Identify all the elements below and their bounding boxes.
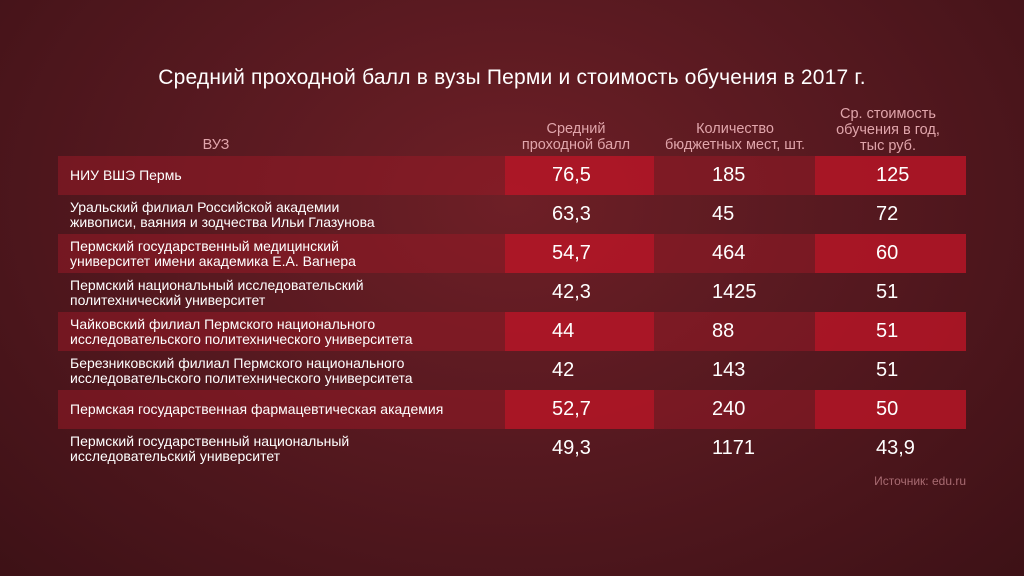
column-header-cost-line: Ср. стоимость [840,106,936,122]
source-note: Источник: edu.ru [874,474,966,488]
column-header-score: Средний проходной балл [505,121,647,153]
cell-cost: 125 [876,164,910,186]
cell-highlight [815,234,966,273]
cell-score: 44 [552,320,575,342]
cell-highlight [505,312,654,351]
university-name-line: исследовательского политехнического унив… [70,330,413,347]
column-header-cost: Ср. стоимость обучения в год, тыс руб. [818,106,958,154]
cell-cost: 50 [876,398,899,420]
cell-cost: 51 [876,359,899,381]
table-row: Уральский филиал Российской академии живо… [58,195,966,234]
table-row: Чайковский филиал Пермского национальног… [58,312,966,351]
cell-score: 54,7 [552,242,591,264]
column-header-score-line: Средний [546,121,606,137]
university-name-line: Березниковский филиал Пермского национал… [70,354,405,371]
cell-university-name: Березниковский филиал Пермского национал… [70,351,500,390]
cell-places: 185 [712,164,746,186]
cell-score: 52,7 [552,398,591,420]
cell-places: 1171 [712,437,756,459]
column-header-cost-line: тыс руб. [860,138,916,154]
cell-university-name: Пермский государственный национальный исс… [70,429,500,468]
university-name-line: Пермский государственный национальный [70,432,350,449]
cell-places: 240 [712,398,746,420]
cell-highlight [505,390,654,429]
university-name-line: исследовательского политехнического унив… [70,369,413,386]
column-header-vuz: ВУЗ [202,137,230,153]
column-header-places-line: бюджетных мест, шт. [664,137,806,153]
cell-places: 143 [712,359,746,381]
cell-score: 49,3 [552,437,591,459]
cell-university-name: Чайковский филиал Пермского национальног… [70,312,500,351]
university-name-line: НИУ ВШЭ Пермь [70,167,182,183]
cell-score: 42,3 [552,281,591,303]
table-row: Березниковский филиал Пермского национал… [58,351,966,390]
cell-university-name: Уральский филиал Российской академии живо… [70,195,500,234]
cell-cost: 51 [876,320,899,342]
cell-cost: 51 [876,281,899,303]
cell-cost: 60 [876,242,899,264]
cell-highlight [505,156,654,195]
university-name-line: Уральский филиал Российской академии [70,198,340,215]
table-row: Пермский национальный исследовательский п… [58,273,966,312]
university-name-line: Пермский национальный исследовательский [70,276,364,293]
university-name-line: университет имени академика Е.А. Вагнера [70,252,356,269]
table-row: Пермская государственная фармацевтическа… [58,390,966,429]
cell-university-name: Пермский государственный медицинский унив… [70,234,500,273]
table-row: НИУ ВШЭ Пермь 76,5 185 125 [58,156,966,195]
column-header-places-line: Количество [696,121,774,137]
cell-places: 45 [712,203,735,225]
cell-university-name: НИУ ВШЭ Пермь [70,156,500,195]
cell-highlight [815,390,966,429]
cell-cost: 43,9 [876,437,915,459]
cell-university-name: Пермская государственная фармацевтическа… [70,390,500,429]
chart-title: Средний проходной балл в вузы Перми и ст… [158,66,866,89]
university-name-line: политехнический университет [70,291,266,308]
university-name-line: Чайковский филиал Пермского национальног… [70,315,376,332]
column-header-places: Количество бюджетных мест, шт. [652,121,818,153]
cell-places: 1425 [712,281,757,303]
cell-university-name: Пермский национальный исследовательский п… [70,273,500,312]
cell-highlight [815,156,966,195]
university-name-line: исследовательский университет [70,447,281,464]
cell-places: 464 [712,242,746,264]
column-header-score-line: проходной балл [521,137,631,153]
table-row: Пермский государственный национальный исс… [58,429,966,468]
cell-score: 76,5 [552,164,591,186]
cell-score: 63,3 [552,203,591,225]
cell-cost: 72 [876,203,899,225]
table-row: Пермский государственный медицинский унив… [58,234,966,273]
university-name-line: Пермская государственная фармацевтическа… [70,401,444,417]
university-name-line: живописи, ваяния и зодчества Ильи Глазун… [70,213,375,230]
column-header-cost-line: обучения в год, [836,122,940,138]
cell-places: 88 [712,320,735,342]
cell-highlight [815,312,966,351]
cell-score: 42 [552,359,575,381]
data-table: НИУ ВШЭ Пермь 76,5 185 125 Уральский филиал … [58,156,966,468]
cell-highlight [505,234,654,273]
university-name-line: Пермский государственный медицинский [70,237,339,254]
